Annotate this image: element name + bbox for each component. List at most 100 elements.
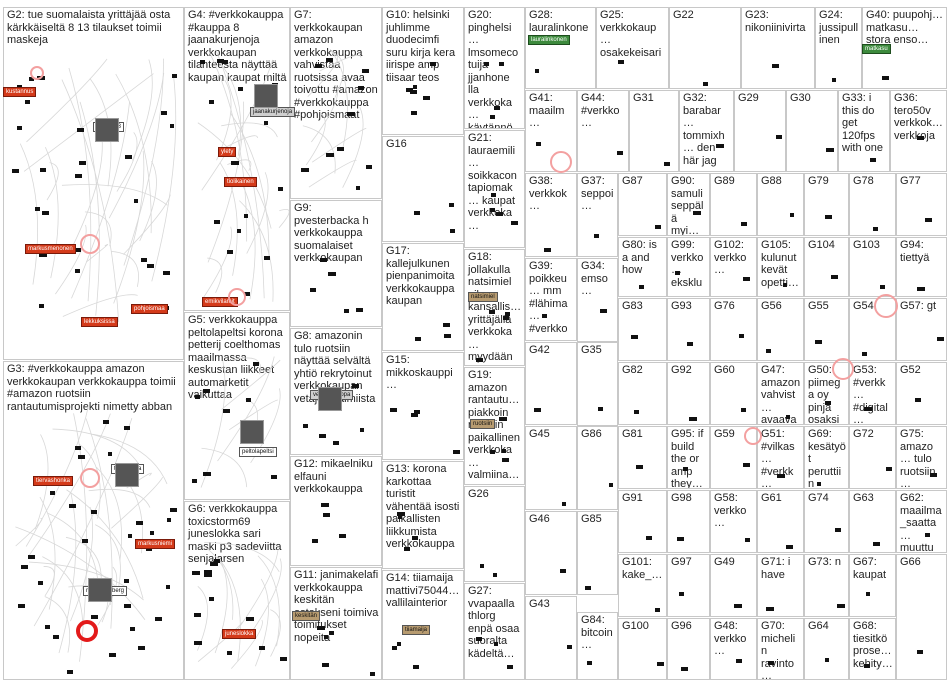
- group-label: G46: [529, 513, 550, 525]
- group-label: G83: [622, 300, 643, 312]
- node-marker: [238, 86, 244, 91]
- node-marker: [280, 657, 288, 662]
- node-marker: [301, 167, 310, 172]
- node-marker: [396, 641, 401, 646]
- node-marker: [594, 234, 600, 239]
- group-label: G9: pvesterbacka h verkkokauppa suomalai…: [294, 202, 372, 264]
- group-label: G89: [714, 175, 735, 187]
- group-box-g76: G76: [710, 298, 757, 361]
- node-marker: [79, 161, 87, 166]
- node-marker: [398, 514, 403, 519]
- edge: [207, 257, 223, 293]
- node-marker: [917, 649, 924, 654]
- node-marker: [161, 110, 168, 115]
- edge: [230, 549, 279, 639]
- node-marker: [559, 569, 566, 574]
- node-marker: [191, 571, 200, 576]
- edge: [61, 184, 168, 206]
- edge: [23, 73, 154, 172]
- node-marker: [740, 407, 746, 412]
- node-marker: [618, 60, 625, 64]
- node-marker: [814, 340, 822, 345]
- group-label: G73: n: [808, 556, 842, 568]
- edge: [307, 56, 339, 97]
- node-marker: [937, 337, 945, 342]
- node-marker: [413, 409, 420, 414]
- group-box-g49: G49: [710, 554, 757, 617]
- node-marker: [77, 128, 85, 133]
- group-box-g18: G18: jollakulla natsimiel eiku kansallis…: [464, 249, 525, 366]
- node-marker: [449, 228, 455, 233]
- group-label: G13: korona karkottaa turistit vähentää …: [386, 463, 463, 550]
- group-box-g68: G68: tiesitkö prose… kehity…: [849, 618, 896, 680]
- edge: [71, 101, 130, 299]
- group-box-g48: G48: verkko…: [710, 618, 757, 680]
- node-marker: [869, 157, 876, 162]
- node-marker: [163, 270, 171, 275]
- node-marker: [411, 111, 418, 116]
- edge: [217, 60, 242, 156]
- group-box-g17: G17: kallejulkunen pienpanimoita verkkok…: [382, 243, 464, 351]
- node-marker: [633, 410, 639, 415]
- group-box-g4: G4: #verkkokauppa #kauppa 8 jaanakurjeno…: [184, 7, 290, 311]
- node-label: kustannus: [3, 87, 37, 97]
- node-marker: [645, 536, 652, 541]
- node-marker: [636, 465, 644, 470]
- node-marker: [18, 603, 26, 608]
- group-box-g15: G15: mikkoskauppi…: [382, 352, 464, 460]
- group-box-g55: G55: [804, 298, 849, 361]
- group-edges: [19, 58, 177, 323]
- node-marker: [263, 255, 270, 260]
- group-label: G41: maailm…: [529, 92, 565, 129]
- group-label: G76: [714, 300, 735, 312]
- node-marker: [338, 534, 346, 539]
- node-marker: [599, 309, 607, 314]
- node-marker: [226, 249, 233, 254]
- group-box-g79: G79: [804, 173, 849, 236]
- group-edges: [197, 49, 289, 302]
- node-marker: [123, 426, 130, 430]
- group-box-g73: G73: n: [804, 554, 849, 617]
- node-marker: [195, 395, 201, 400]
- node-marker: [507, 664, 514, 669]
- group-box-g88: G88: [757, 173, 804, 236]
- group-label: G20: pinghelsi… lmsomeco tuija jjanhone …: [468, 9, 519, 129]
- edge: [45, 147, 59, 279]
- group-label: G4: #verkkokauppa #kauppa 8 jaanakurjeno…: [188, 9, 287, 84]
- self-loop-ring: [550, 151, 572, 173]
- edge: [96, 466, 122, 561]
- node-label: tiiamaija: [402, 625, 431, 635]
- group-box-g39: G39: poikkeu… mm #lähima… #verkko… lisää…: [525, 258, 577, 341]
- group-label: G17: kallejulkunen pienpanimoita verkkok…: [386, 245, 458, 307]
- node-marker: [16, 84, 22, 89]
- node-marker: [873, 542, 881, 546]
- avatar: [115, 463, 139, 487]
- edge: [66, 489, 144, 599]
- node-marker: [502, 457, 510, 462]
- edge: [197, 122, 272, 229]
- node-marker: [448, 202, 454, 207]
- group-label: G53: #verkk… #digital… #yhteis…: [853, 364, 888, 425]
- node-marker: [16, 126, 22, 131]
- group-box-g62: G62: maailma _saatta… muuttu…: [896, 490, 947, 553]
- node-marker: [40, 167, 47, 172]
- group-box-g95: G95: if build the or amp they…: [667, 426, 710, 489]
- node-marker: [837, 604, 846, 609]
- group-box-g74: G74: [804, 490, 849, 553]
- group-label: G78: [853, 175, 874, 187]
- node-marker: [765, 606, 774, 611]
- group-label: G50: piimega oy pinja osaksi…: [808, 364, 841, 425]
- node-marker: [767, 661, 774, 666]
- node-marker: [359, 427, 364, 432]
- node-marker: [170, 123, 175, 128]
- node-marker: [67, 669, 74, 674]
- self-loop-ring: [874, 294, 898, 318]
- group-label: G74: [808, 492, 829, 504]
- group-label: G56: [761, 300, 782, 312]
- group-label: G84: bitcoin…: [581, 614, 613, 651]
- node-marker: [790, 213, 795, 218]
- group-label: G64: [808, 620, 829, 632]
- node-marker: [194, 613, 202, 618]
- node-label: keskitän: [292, 611, 321, 621]
- node-marker: [230, 161, 239, 166]
